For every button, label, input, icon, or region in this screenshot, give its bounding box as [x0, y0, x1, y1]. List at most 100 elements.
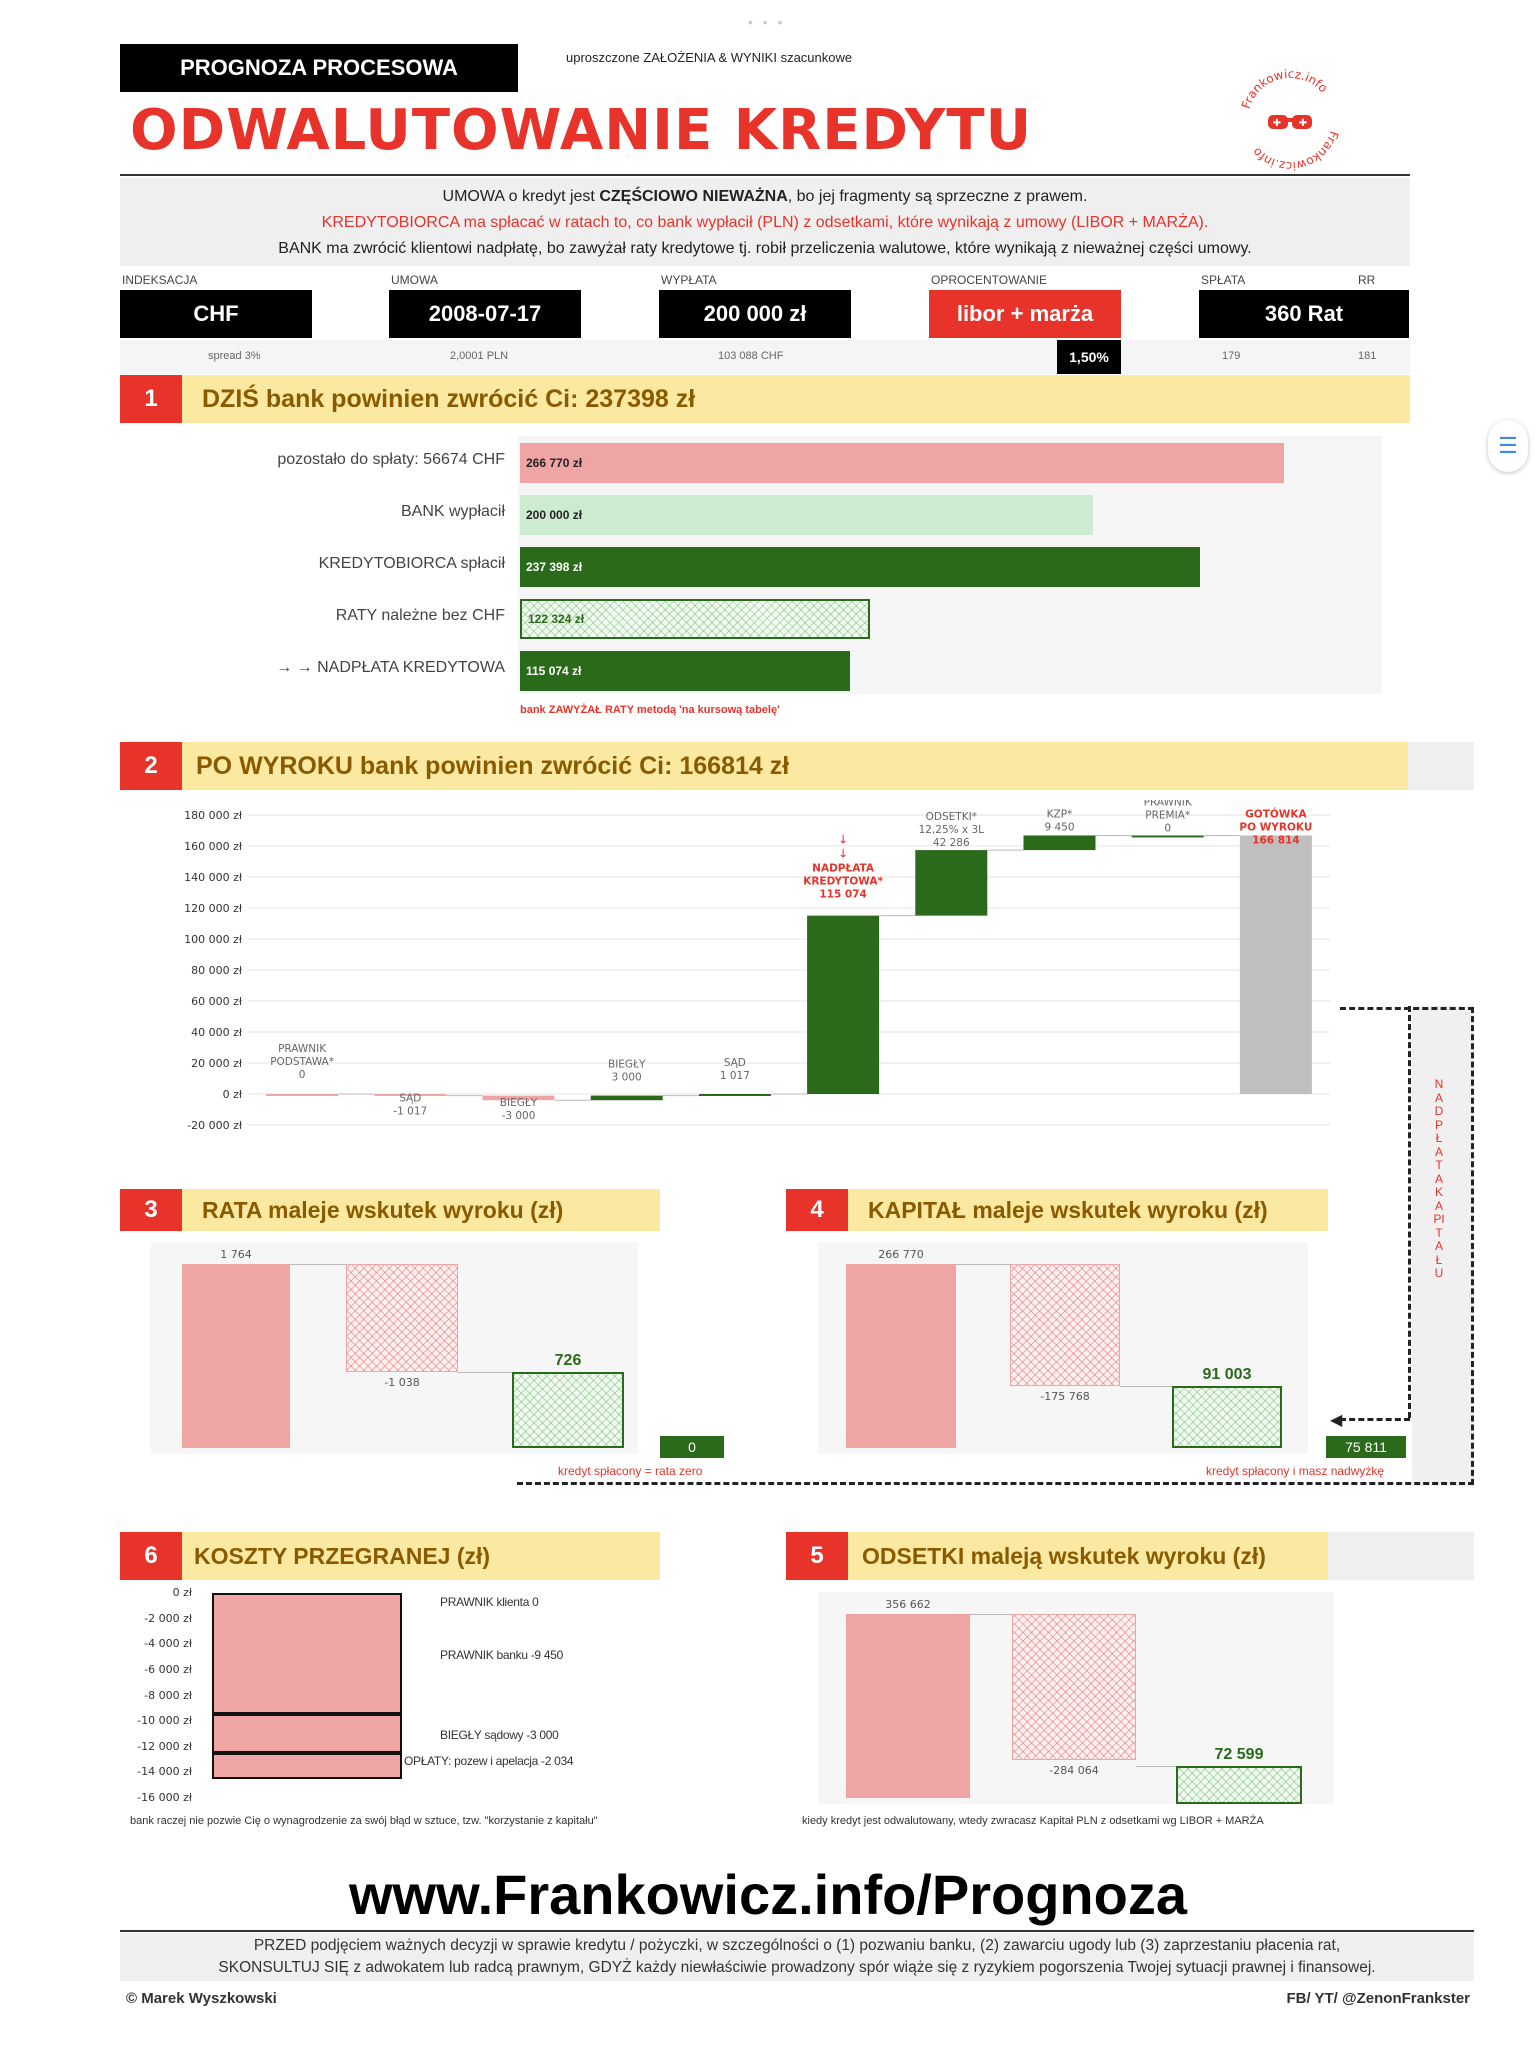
footer-rule	[120, 1930, 1474, 1932]
header-subtitle: uproszczone ZAŁOŻENIA & WYNIKI szacunkow…	[566, 50, 853, 65]
waterfall-value-label: 0	[1164, 822, 1171, 834]
s6-y-tick: -10 000 zł	[137, 1714, 192, 1728]
page-title: ODWALUTOWANIE KREDYTU	[130, 98, 1033, 163]
side-label-nadplata-kapitalu: NADPŁATA KAPITAŁU	[1433, 1077, 1445, 1280]
s6-cost-label: BIEGŁY sądowy -3 000	[440, 1727, 559, 1742]
connector-right	[1471, 1007, 1474, 1485]
waterfall-label: PRAWNIK	[278, 1043, 327, 1055]
waterfall-bar	[1023, 835, 1096, 851]
intro-line3: BANK ma zwrócić klientowi nadpłatę, bo z…	[278, 240, 1252, 257]
waterfall-value-label: 9 450	[1044, 821, 1074, 833]
s5-label-start: 356 662	[885, 1598, 931, 1611]
s6-cost-label: OPŁATY: pozew i apelacja -2 034	[404, 1754, 574, 1769]
s4-label-decrease: -175 768	[1040, 1390, 1090, 1403]
arrow-down-icon: ↓	[838, 847, 848, 861]
s6-cost-label: PRAWNIK banku -9 450	[440, 1648, 563, 1663]
waterfall-label: PREMIA*	[1145, 809, 1190, 821]
waterfall-label: KREDYTOWA*	[803, 876, 883, 888]
s4-bar-end	[1172, 1386, 1282, 1448]
param-splata: 360 Rat	[1199, 290, 1409, 338]
param-note-spread: spread 3%	[208, 350, 261, 362]
y-tick-label: 60 000 zł	[191, 995, 243, 1008]
connector-top	[1340, 1007, 1474, 1010]
param-note-chf: 103 088 CHF	[718, 350, 784, 362]
param-notes-strip	[120, 340, 1410, 374]
param-umowa: 2008-07-17	[389, 290, 581, 338]
intro-line2: KREDYTOBIORCA ma spłacać w ratach to, co…	[321, 214, 1209, 231]
s5-bar-end	[1176, 1766, 1302, 1804]
footer-author: © Marek Wyszkowski	[126, 1990, 277, 2007]
header-badge: PROGNOZA PROCESOWA	[120, 44, 518, 92]
svg-text:✚: ✚	[1273, 118, 1281, 129]
y-tick-label: 40 000 zł	[191, 1026, 243, 1039]
waterfall-label: PRAWNIK	[1144, 800, 1193, 808]
waterfall-label: NADPŁATA	[812, 863, 875, 875]
waterfall-value-label: -3 000	[502, 1110, 536, 1122]
y-tick-label: 0 zł	[223, 1088, 243, 1101]
s1-bar: 237 398 zł	[520, 547, 1200, 587]
s6-y-tick: -6 000 zł	[144, 1662, 192, 1676]
section5-note: kiedy kredyt jest odwalutowany, wtedy zw…	[802, 1815, 1264, 1827]
s6-y-tick: -12 000 zł	[137, 1739, 192, 1753]
section4-title: KAPITAŁ maleje wskutek wyroku (zł)	[848, 1189, 1328, 1231]
intro-line1: UMOWA o kredyt jest CZĘŚCIOWO NIEWAŻNA, …	[442, 188, 1088, 205]
s1-bar: 122 324 zł	[520, 599, 870, 639]
section2-title: PO WYROKU bank powinien zwrócić Ci: 1668…	[182, 742, 1408, 790]
s5-connector2	[1136, 1766, 1176, 1767]
s1-bar-label: → → NADPŁATA KREDYTOWA	[276, 659, 505, 676]
s6-y-tick: 0 zł	[172, 1586, 192, 1599]
waterfall-value-label: 0	[299, 1069, 306, 1081]
s6-y-tick: -2 000 zł	[144, 1611, 192, 1625]
section1-number: 1	[120, 375, 182, 423]
svg-text:✚: ✚	[1299, 118, 1307, 129]
waterfall-label: 12,25% x 3L	[919, 824, 985, 836]
y-tick-label: 140 000 zł	[184, 871, 243, 884]
footer-url[interactable]: www.Frankowicz.info/Prognoza	[349, 1863, 1187, 1926]
s6-y-tick: -4 000 zł	[144, 1637, 192, 1651]
s5-label-end: 72 599	[1214, 1746, 1264, 1763]
param-label-indeksacja: INDEKSACJA	[122, 273, 198, 287]
y-tick-label: 20 000 zł	[191, 1057, 243, 1070]
waterfall-bar	[1131, 835, 1204, 838]
s1-bar-label: pozostało do spłaty: 56674 CHF	[277, 451, 505, 468]
s4-surplus-box: 75 811	[1326, 1436, 1406, 1458]
s3-label-start: 1 764	[220, 1248, 252, 1261]
s1-bar: 266 770 zł	[520, 443, 1284, 483]
waterfall-label: ODSETKI*	[926, 811, 977, 823]
section5-title: ODSETKI maleją wskutek wyroku (zł)	[848, 1532, 1328, 1580]
waterfall-bar	[698, 1094, 771, 1096]
hamburger-icon: ☰	[1498, 433, 1518, 458]
s3-bar-start	[182, 1264, 290, 1448]
s4-bar-decrease	[1010, 1264, 1120, 1386]
s3-label-end: 726	[554, 1352, 582, 1369]
s1-bar-label: KREDYTOBIORCA spłacił	[318, 555, 505, 572]
waterfall-bar	[807, 915, 880, 1094]
waterfall-label: SĄD	[724, 1057, 746, 1069]
waterfall-bar	[482, 1095, 555, 1101]
waterfall-value-label: 3 000	[612, 1072, 642, 1084]
arrow-down-icon: ↓	[838, 833, 848, 847]
waterfall-label: SĄD	[399, 1093, 421, 1105]
s3-bar-end	[512, 1372, 624, 1448]
title-rule	[120, 174, 1410, 176]
param-label-wyplata: WYPŁATA	[661, 273, 717, 287]
waterfall-bar	[1239, 835, 1312, 1094]
waterfall-label: PODSTAWA*	[270, 1056, 334, 1068]
s3-bar-decrease	[346, 1264, 458, 1372]
s1-bar: 200 000 zł	[520, 495, 1093, 535]
floating-menu-button[interactable]: ☰	[1488, 420, 1528, 472]
waterfall-bar	[266, 1094, 339, 1096]
s4-label-end: 91 003	[1202, 1366, 1252, 1383]
s3-zero-box: 0	[660, 1436, 724, 1458]
section6-title: KOSZTY PRZEGRANEJ (zł)	[182, 1532, 660, 1580]
s1-bar-label: RATY należne bez CHF	[335, 607, 505, 624]
section3-note: kredyt spłacony = rata zero	[558, 1464, 703, 1478]
connector-mid	[1408, 1006, 1411, 1418]
y-tick-label: 160 000 zł	[184, 840, 243, 853]
disclaimer-line1: PRZED podjęciem ważnych decyzji w sprawi…	[253, 1937, 1341, 1954]
param-note-kurs: 2,0001 PLN	[450, 350, 509, 362]
param-oprocentowanie: libor + marża	[929, 290, 1121, 338]
s6-y-tick: -14 000 zł	[137, 1765, 192, 1779]
waterfall-value-label: -1 017	[393, 1106, 427, 1118]
y-tick-label: 180 000 zł	[184, 809, 243, 822]
